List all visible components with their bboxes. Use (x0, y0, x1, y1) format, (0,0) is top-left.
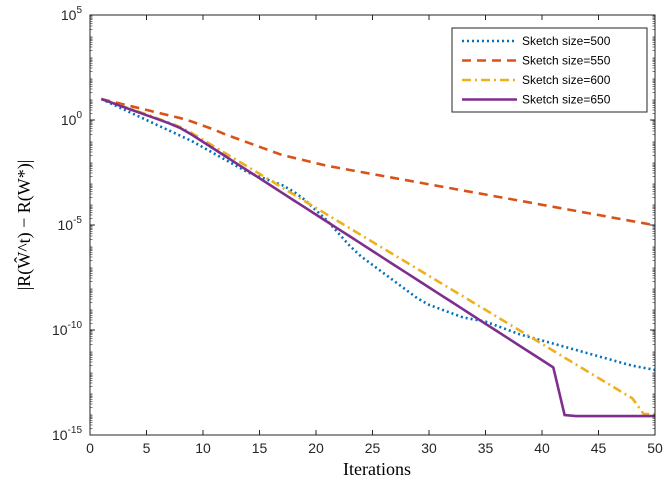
y-axis-label: |R(Ŵ^t) − R(W*)| (13, 160, 35, 291)
x-axis-label: Iterations (343, 459, 411, 479)
legend-label-3: Sketch size=600 (522, 73, 611, 87)
x-tick-label: 5 (143, 440, 151, 456)
series-layer (100, 97, 655, 418)
x-tick-label: 40 (534, 440, 550, 456)
x-tick-label: 0 (86, 440, 94, 456)
x-tick-label: 10 (195, 440, 211, 456)
y-tick-label: 10-5 (58, 215, 83, 233)
legend-label-4: Sketch size=650 (522, 93, 611, 107)
legend-label-1: Sketch size=500 (522, 34, 611, 48)
y-tick-label: 105 (61, 5, 83, 23)
x-tick-label: 20 (308, 440, 324, 456)
x-tick-label: 30 (421, 440, 437, 456)
series-line-4 (100, 97, 655, 418)
series-line-2 (100, 97, 655, 227)
axes-layer: 0 5 10 15 20 25 30 35 40 45 50 100 10-5 10-10 10-15 105 (52, 5, 663, 456)
x-tick-label: 35 (478, 440, 494, 456)
y-tick-label: 10-15 (52, 425, 82, 443)
x-tick-label: 25 (365, 440, 381, 456)
x-tick-label: 45 (591, 440, 607, 456)
y-tick-label: 10-10 (52, 320, 82, 338)
series-line-1 (100, 97, 655, 372)
y-tick-label: 100 (61, 110, 83, 128)
legend-label-2: Sketch size=550 (522, 54, 611, 68)
series-line-3 (100, 97, 655, 416)
x-tick-label: 15 (252, 440, 268, 456)
legend: Sketch size=500 Sketch size=550 Sketch siz… (451, 27, 648, 113)
x-tick-label: 50 (647, 440, 663, 456)
legend-box (451, 27, 648, 113)
